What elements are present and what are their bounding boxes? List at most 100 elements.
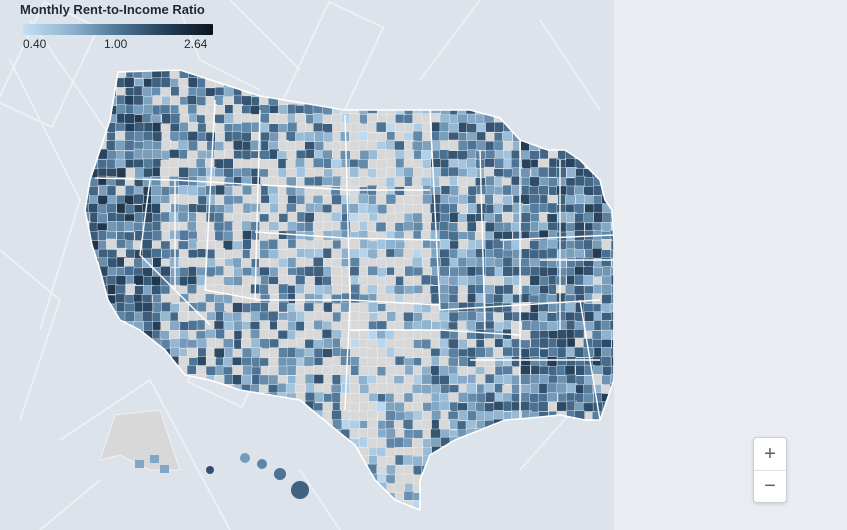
county	[376, 70, 387, 80]
county	[574, 483, 585, 494]
county	[223, 411, 234, 422]
county	[485, 456, 496, 467]
county	[493, 473, 504, 484]
county	[448, 348, 459, 359]
county	[538, 419, 550, 430]
county	[458, 483, 469, 494]
county	[385, 70, 396, 81]
county	[403, 221, 414, 232]
county	[411, 186, 423, 197]
county	[557, 482, 568, 493]
county	[314, 446, 325, 458]
map-canvas[interactable]: Monthly Rent-to-Income Ratio 0.40 1.00 2…	[0, 0, 614, 530]
county	[600, 320, 612, 331]
county	[359, 384, 370, 395]
county	[268, 70, 279, 71]
zoom-control: + −	[753, 437, 787, 503]
county	[538, 94, 550, 106]
county	[85, 149, 91, 160]
county	[376, 401, 387, 412]
county	[350, 456, 361, 467]
county	[232, 139, 244, 151]
zoom-out-button[interactable]: −	[754, 470, 786, 502]
county	[476, 77, 487, 89]
county	[125, 248, 136, 260]
county	[601, 70, 612, 80]
county	[196, 501, 207, 510]
county	[465, 501, 477, 510]
county	[98, 500, 109, 510]
county	[493, 140, 505, 152]
county	[306, 519, 316, 529]
county	[88, 465, 100, 476]
county	[195, 402, 207, 413]
county	[584, 194, 595, 206]
county	[277, 401, 288, 412]
choropleth-map[interactable]	[0, 0, 614, 530]
county	[250, 211, 261, 223]
county	[367, 418, 378, 430]
county	[529, 249, 540, 261]
county	[323, 465, 335, 476]
county	[169, 491, 181, 502]
county	[88, 311, 100, 322]
county	[242, 185, 253, 197]
county	[152, 95, 164, 106]
county	[197, 447, 209, 458]
county	[106, 392, 117, 404]
county	[313, 266, 325, 277]
county	[223, 464, 235, 476]
county	[340, 185, 351, 197]
county	[98, 474, 109, 485]
county	[332, 447, 343, 458]
county	[368, 366, 379, 377]
county	[186, 437, 198, 448]
county	[457, 70, 468, 79]
county	[591, 70, 603, 79]
county	[593, 429, 604, 441]
county	[386, 158, 397, 169]
county	[160, 500, 171, 510]
county	[574, 492, 585, 503]
county	[85, 70, 91, 80]
county	[475, 239, 486, 250]
county	[141, 481, 153, 493]
county	[186, 284, 198, 295]
county	[115, 284, 126, 296]
county	[205, 447, 216, 458]
county	[143, 158, 154, 170]
county	[584, 70, 596, 79]
county	[484, 402, 495, 414]
county	[367, 275, 378, 286]
county	[350, 302, 361, 314]
county	[260, 60, 270, 70]
county	[332, 284, 343, 295]
county	[114, 158, 126, 170]
county	[421, 86, 432, 97]
county	[565, 85, 576, 97]
county	[394, 482, 406, 494]
county	[493, 401, 505, 412]
county	[214, 483, 226, 494]
county	[124, 328, 135, 340]
county	[367, 509, 378, 510]
county	[322, 86, 334, 98]
county	[116, 329, 127, 340]
county	[592, 149, 603, 161]
county	[439, 509, 450, 510]
county	[548, 70, 559, 71]
county	[431, 140, 442, 151]
county	[179, 411, 191, 422]
county	[197, 140, 208, 152]
county	[566, 96, 577, 107]
county	[85, 330, 91, 341]
zoom-in-button[interactable]: +	[764, 442, 776, 465]
county	[295, 239, 307, 250]
county	[565, 473, 576, 484]
county	[503, 500, 514, 510]
county	[440, 463, 451, 475]
county	[476, 483, 487, 494]
county	[88, 420, 99, 431]
county	[123, 482, 135, 493]
county	[278, 483, 289, 494]
